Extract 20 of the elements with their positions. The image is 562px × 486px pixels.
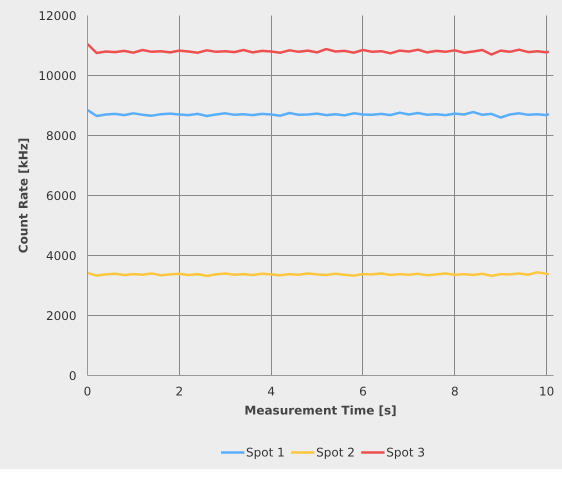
- legend-label: Spot 3: [386, 446, 425, 460]
- x-tick-label: 4: [267, 384, 275, 398]
- x-tick-label: 6: [359, 384, 367, 398]
- legend-label: Spot 2: [316, 446, 355, 460]
- y-tick-label: 6000: [46, 189, 77, 203]
- legend-label: Spot 1: [246, 446, 285, 460]
- x-axis-title: Measurement Time [s]: [244, 404, 397, 418]
- line-series: [88, 42, 550, 56]
- x-tick-label: 10: [538, 384, 554, 398]
- y-tick-label: 2000: [46, 309, 77, 323]
- y-tick-label: 4000: [46, 249, 77, 263]
- x-tick-label: 8: [450, 384, 459, 398]
- line-series: [88, 108, 550, 119]
- x-tick-label: 2: [176, 384, 184, 398]
- y-tick-label: 8000: [46, 129, 77, 143]
- y-axis-title: Count Rate [kHz]: [16, 138, 30, 254]
- x-tick-label: 0: [84, 384, 92, 398]
- y-tick-label: 0: [68, 369, 77, 383]
- y-tick-label: 10000: [38, 69, 77, 83]
- y-tick-label: 12000: [38, 9, 77, 23]
